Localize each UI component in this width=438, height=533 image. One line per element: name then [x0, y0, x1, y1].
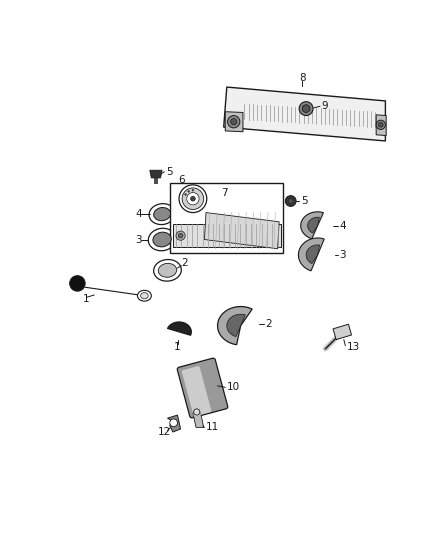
Ellipse shape — [148, 228, 176, 251]
Text: 3: 3 — [135, 235, 142, 245]
Circle shape — [194, 409, 200, 415]
Polygon shape — [225, 112, 243, 132]
Polygon shape — [306, 245, 320, 264]
Circle shape — [288, 199, 293, 203]
Text: 7: 7 — [221, 188, 228, 198]
Polygon shape — [307, 217, 319, 233]
Circle shape — [192, 189, 194, 191]
Text: 11: 11 — [206, 422, 219, 432]
Text: 6: 6 — [178, 175, 185, 185]
Polygon shape — [227, 314, 245, 337]
Polygon shape — [155, 178, 158, 183]
Ellipse shape — [153, 232, 171, 247]
Text: 5: 5 — [301, 196, 307, 206]
Circle shape — [302, 105, 310, 112]
Polygon shape — [167, 322, 191, 335]
Circle shape — [178, 233, 183, 238]
Circle shape — [170, 419, 177, 426]
Polygon shape — [205, 213, 279, 249]
Ellipse shape — [154, 207, 170, 221]
Circle shape — [188, 190, 190, 192]
Polygon shape — [298, 238, 324, 271]
Text: 10: 10 — [227, 382, 240, 392]
Ellipse shape — [149, 204, 175, 224]
Circle shape — [285, 196, 296, 206]
Text: 2: 2 — [181, 257, 188, 268]
Text: 8: 8 — [299, 73, 306, 83]
Circle shape — [185, 193, 187, 196]
Circle shape — [378, 123, 383, 127]
Text: 2: 2 — [265, 319, 272, 329]
Text: 5: 5 — [166, 167, 173, 177]
Circle shape — [231, 119, 237, 125]
Text: 1: 1 — [83, 294, 89, 304]
Circle shape — [179, 185, 207, 213]
Ellipse shape — [154, 260, 181, 281]
Circle shape — [176, 231, 185, 240]
Polygon shape — [173, 224, 281, 247]
Polygon shape — [333, 324, 352, 340]
Circle shape — [191, 196, 195, 201]
Polygon shape — [167, 415, 180, 432]
Circle shape — [187, 192, 199, 205]
Polygon shape — [170, 183, 283, 253]
Text: 3: 3 — [339, 250, 346, 260]
Ellipse shape — [141, 293, 148, 299]
Polygon shape — [301, 212, 323, 239]
FancyBboxPatch shape — [177, 358, 228, 418]
Ellipse shape — [158, 263, 177, 277]
Polygon shape — [150, 170, 162, 178]
Text: 1: 1 — [174, 342, 181, 352]
Circle shape — [376, 120, 385, 130]
Circle shape — [228, 116, 240, 128]
Text: 12: 12 — [158, 427, 172, 437]
Ellipse shape — [138, 290, 151, 301]
Text: 9: 9 — [321, 101, 328, 111]
Circle shape — [299, 102, 313, 116]
FancyBboxPatch shape — [182, 366, 212, 416]
Polygon shape — [224, 87, 385, 141]
Circle shape — [182, 188, 204, 209]
Text: 13: 13 — [347, 342, 360, 352]
Polygon shape — [193, 413, 204, 427]
Polygon shape — [376, 115, 386, 135]
Polygon shape — [218, 306, 252, 345]
Circle shape — [70, 276, 85, 291]
Text: 4: 4 — [339, 221, 346, 231]
Text: 4: 4 — [135, 209, 142, 219]
